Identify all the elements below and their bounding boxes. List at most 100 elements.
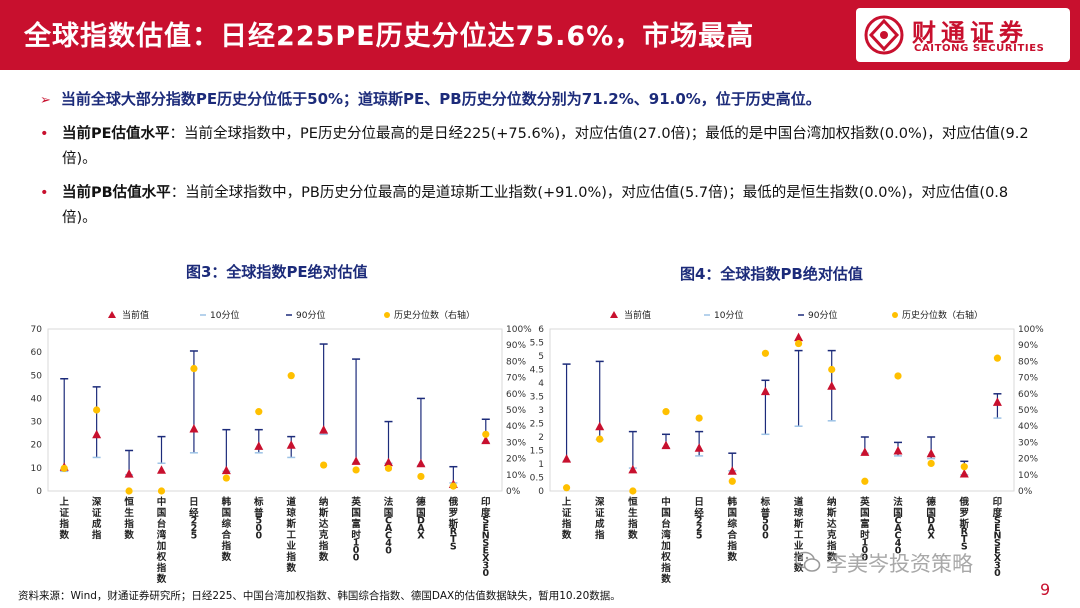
category-label: 德国 D A X [416,496,426,542]
percentile-marker [125,487,133,495]
percentile-marker [352,466,360,474]
category-label: 中国台湾加权指数 [156,496,167,585]
chart-pe-title: 图3：全球指数PE绝对估值 [186,263,368,281]
chart-pb-title: 图4：全球指数PB绝对估值 [680,265,863,283]
current-value-marker [221,465,231,475]
logo-cn-text: 财通证券 [912,19,1028,47]
percentile-marker [320,461,328,469]
chart-pe: 0 10 20 30 40 50 60 70 0% 10% 20% 30% 40% 50% 60% 70% 80… [31,309,533,585]
legend-percentile-label: 历史分位数（右轴） [902,309,983,321]
percentile-marker [596,435,604,443]
logo-mark-icon [864,15,904,55]
y-right-tick-label: 90% [506,341,526,351]
current-value-marker [959,468,969,478]
y-left-tick-label: 2.5 [530,420,544,430]
y-right-tick-label: 50% [1018,406,1038,416]
bullet-pb-text: ：当前全球指数中，PB历史分位最高的是道琼斯工业指数(+91.0%)，对应估值(… [62,185,1009,226]
percentile-marker [255,408,263,416]
chart-legend: 当前值 10分位 90分位 历史分位数（右轴） [108,309,475,321]
percentile-marker [927,459,935,468]
legend-percentile-label: 历史分位数（右轴） [394,309,475,321]
current-value-marker [893,446,903,455]
y-right-tick-label: 30% [1018,438,1038,448]
header-bar: 全球指数估值：日经225PE历史分位达75.6%，市场最高 财通证券 CAITO… [0,0,1080,70]
arrow-icon: ➢ [40,93,51,108]
y-left-tick-label: 1 [538,460,544,470]
y-right-tick-label: 80% [506,357,526,367]
y-left-tick-label: 10 [31,464,43,474]
legend-p90-label: 90分位 [296,309,325,321]
y-left-tick-label: 0 [538,487,544,497]
current-value-marker [992,397,1002,406]
current-value-marker [860,447,870,456]
category-label: 印度 S E N S E X 3 0 [481,496,491,579]
y-right-tick-label: 10% [506,471,526,481]
y-right-tick-label: 10% [1018,471,1038,481]
legend-p10-label: 10分位 [210,309,239,321]
y-left-tick-label: 20 [31,441,43,451]
chart-pb: 00.511.522.533.544.555.560%10%20%30%40%5… [530,309,1044,585]
y-right-tick-label: 100% [1018,325,1044,335]
legend-p90-label: 90分位 [808,309,837,321]
percentile-marker [417,472,425,481]
percentile-marker [894,372,902,380]
percentile-marker [761,349,770,357]
y-right-tick-label: 20% [1018,455,1038,465]
y-right-tick-label: 60% [1018,390,1038,400]
y-right-tick-label: 50% [506,406,526,416]
current-value-marker [319,425,329,434]
summary-line: ➢ 当前全球大部分指数PE历史分位低于50%；道琼斯PE、PB历史分位数分别为71… [40,88,1060,109]
bullet-pb-label: 当前PB估值水平 [62,185,171,201]
category-label: 标普 5 0 0 [760,496,771,542]
company-logo: 财通证券 CAITONG SECURITIES [856,8,1070,62]
chart-legend: 当前值 10分位 90分位 历史分位数（右轴） [610,309,983,321]
logo-en-text: CAITONG SECURITIES [914,43,1045,54]
category-label: 德国 D A X [926,496,936,542]
current-value-marker [92,429,102,439]
y-right-tick-label: 0% [506,487,521,497]
y-right-tick-label: 0% [1018,487,1033,497]
percentile-marker [629,487,637,495]
legend-current-label: 当前值 [624,309,651,321]
category-label: 日经 2 2 5 [694,497,704,542]
percentile-marker [993,354,1002,362]
y-right-tick-label: 40% [1018,422,1038,432]
legend-percentile-marker [892,312,898,318]
current-value-marker [481,435,491,445]
y-right-tick-label: 70% [506,374,526,384]
y-right-tick-label: 70% [1018,374,1038,384]
y-left-tick-label: 70 [31,325,43,335]
y-right-tick-label: 30% [506,438,526,448]
percentile-marker [828,365,836,374]
bullet-pe-text: ：当前全球指数中，PE历史分位最高的是日经225(+75.6%)，对应估值(27… [62,126,1029,167]
percentile-marker [562,484,571,492]
percentile-marker [60,464,68,472]
y-left-tick-label: 4 [538,379,544,389]
category-label: 纳斯达克指数 [318,496,329,563]
current-value-marker [794,332,804,342]
category-label: 道琼斯工业指数 [793,496,804,574]
y-left-tick-label: 0.5 [530,474,544,484]
category-label: 韩国综合指数 [727,496,738,563]
legend-p10-label: 10分位 [714,309,743,321]
y-left-tick-label: 3 [538,406,544,416]
current-value-marker [628,464,638,474]
legend-percentile-marker [384,312,390,318]
y-left-tick-label: 0 [36,487,42,497]
percentile-marker [384,464,393,472]
percentile-marker [728,477,736,485]
current-value-marker [595,421,605,431]
current-value-marker [661,440,671,450]
percentile-marker [960,463,968,471]
category-label: 中国台湾加权指数 [660,496,671,585]
category-label: 日经 2 2 5 [189,497,199,542]
category-label: 俄罗斯 R T S [448,496,459,553]
category-label: 韩国综合指数 [221,496,232,563]
bullet-pe: • 当前PE估值水平：当前全球指数中，PE历史分位最高的是日经225(+75.6… [40,122,1040,172]
summary-text: 当前全球大部分指数PE历史分位低于50%；道琼斯PE、PB历史分位数分别为71.… [60,90,821,108]
category-label: 标普 5 0 0 [253,496,264,542]
category-label: 英国富时 1 0 0 [351,496,361,564]
percentile-marker [222,474,230,482]
category-label: 印度 S E N S E X 3 0 [993,496,1003,579]
legend-current-label: 当前值 [122,309,149,321]
